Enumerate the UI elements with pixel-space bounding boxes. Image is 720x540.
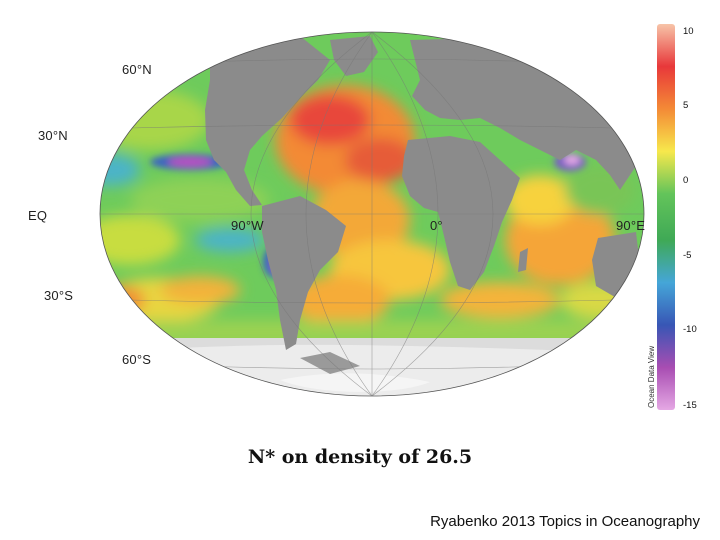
madagascar [518,248,528,272]
lon-label-90w: 90°W [231,218,264,233]
colorbar-tick: 0 [683,175,689,186]
lon-label-0: 0° [430,218,443,233]
lon-label-90e: 90°E [616,218,646,233]
lat-label-60s: 60°S [122,352,152,367]
world-ocean-map [99,31,645,397]
lat-label-30n: 30°N [38,128,68,143]
south-america [262,196,346,350]
colorbar-tick: -10 [683,324,697,335]
colorbar-source-label: Ocean Data View [647,345,656,408]
figure-caption: N* on density of 26.5 [247,446,473,468]
colorbar-tick: 10 [683,26,694,37]
greenland [330,36,378,76]
lat-label-60n: 60°N [122,62,152,77]
globe-outline [99,31,645,397]
colorbar-tick: 5 [683,100,689,111]
colorbar-tick: -5 [683,250,692,261]
colorbar [657,24,675,410]
africa [402,136,520,290]
antarctica [100,338,640,396]
citation: Ryabenko 2013 Topics in Oceanography [430,513,700,530]
lat-label-30s: 30°S [44,288,74,303]
colorbar-tick: -15 [683,400,697,411]
graticule [100,32,644,396]
lat-label-eq: EQ [28,208,48,223]
north-america [205,36,330,206]
